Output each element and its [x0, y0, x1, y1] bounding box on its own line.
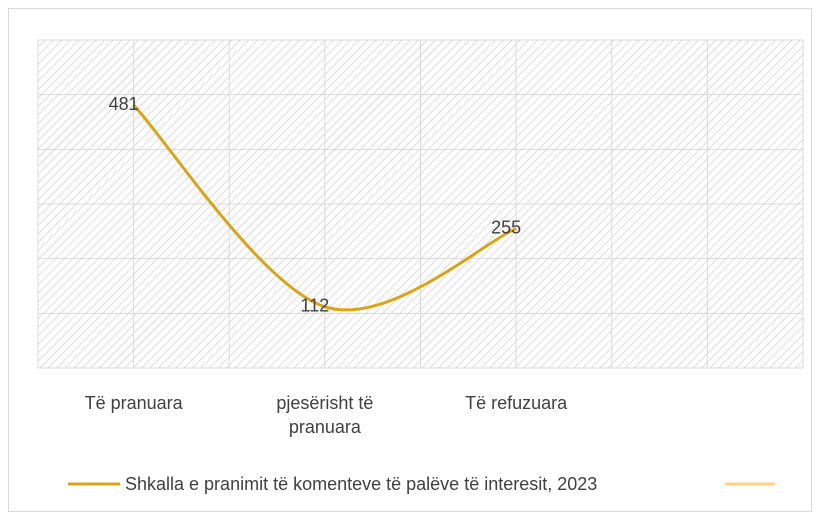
x-tick-label: Të refuzuara [465, 393, 568, 413]
x-tick-label: pjesërisht të pranuara [276, 393, 374, 437]
data-label: 112 [301, 296, 330, 316]
data-label: 481 [109, 94, 139, 114]
legend-label: Shkalla e pranimit të komenteve të palëv… [125, 474, 597, 494]
series-line [132, 104, 517, 312]
data-label: 255 [491, 217, 521, 237]
x-tick-label: Të pranuara [84, 393, 183, 413]
